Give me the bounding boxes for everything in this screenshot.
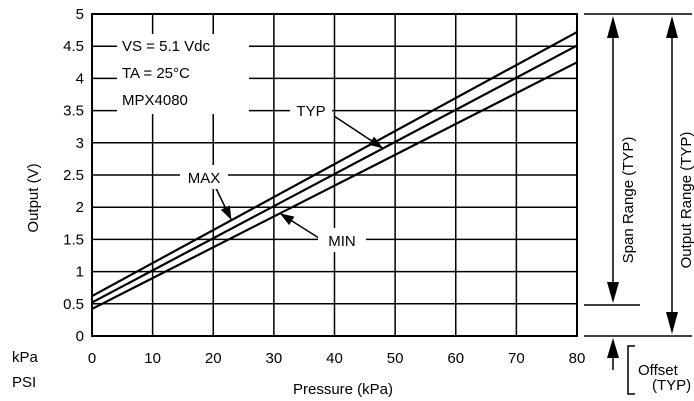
series-label-typ: TYP xyxy=(296,103,325,120)
series-line-min xyxy=(91,61,578,310)
y-axis-label: Output (V) xyxy=(25,163,42,232)
unit-label-kpa: kPa xyxy=(12,349,39,366)
series-lines xyxy=(91,31,578,310)
x-tick-label: 70 xyxy=(508,350,525,367)
unit-label-psi: PSI xyxy=(12,374,36,391)
y-tick-label: 4.5 xyxy=(63,38,84,55)
x-tick-label: 30 xyxy=(266,350,283,367)
max-label-background xyxy=(180,165,228,189)
y-tick-label: 0 xyxy=(76,328,84,345)
min-label-background xyxy=(318,228,366,252)
offset-typ-label: (TYP) xyxy=(652,377,691,394)
info-background xyxy=(117,34,249,114)
y-tick-label: 0.5 xyxy=(63,296,84,313)
range-annotations xyxy=(584,13,692,395)
info-line-model: MPX4080 xyxy=(122,92,188,109)
offset-bracket xyxy=(627,345,635,395)
x-tick-label: 50 xyxy=(387,350,404,367)
output-arrow-down xyxy=(666,312,678,334)
x-tick-label: 80 xyxy=(569,350,586,367)
x-tick-label: 10 xyxy=(144,350,161,367)
y-tick-label: 5 xyxy=(76,6,84,23)
span-arrow-down xyxy=(607,282,619,303)
x-tick-labels: 0 10 20 30 40 50 60 70 80 xyxy=(88,350,586,367)
series-line-max xyxy=(91,31,578,298)
y-tick-label: 3.5 xyxy=(63,103,84,120)
y-tick-label: 1 xyxy=(76,264,84,281)
callout-arrow-typ xyxy=(368,136,383,149)
x-axis-label: Pressure (kPa) xyxy=(293,381,393,398)
span-arrow-up xyxy=(607,16,619,38)
x-tick-label: 20 xyxy=(205,350,222,367)
typ-label-background xyxy=(290,98,332,122)
offset-arrow-up xyxy=(607,338,619,358)
output-range-label: Output Range (TYP) xyxy=(678,132,694,269)
callout-lines xyxy=(211,115,384,241)
series-label-max: MAX xyxy=(188,170,221,187)
callout-arrow-max xyxy=(220,205,232,221)
offset-label: Offset xyxy=(638,362,679,379)
y-tick-label: 3 xyxy=(76,135,84,152)
y-tick-label: 4 xyxy=(76,70,84,87)
x-tick-label: 40 xyxy=(326,350,343,367)
y-tick-label: 2.5 xyxy=(63,167,84,184)
y-tick-label: 1.5 xyxy=(63,231,84,248)
x-tick-label: 60 xyxy=(447,350,464,367)
info-line-vs: VS = 5.1 Vdc xyxy=(122,38,210,55)
callout-arrow-min xyxy=(279,213,295,226)
info-line-ta: TA = 25°C xyxy=(122,65,190,82)
y-tick-labels: 0 0.5 1 1.5 2 2.5 3 3.5 4 4.5 5 xyxy=(63,6,84,345)
span-range-label: Span Range (TYP) xyxy=(620,137,637,264)
plot-frame xyxy=(91,13,578,337)
output-arrow-up xyxy=(666,16,678,38)
series-line-typ xyxy=(91,44,578,304)
y-tick-label: 2 xyxy=(76,199,84,216)
range-arrowheads xyxy=(607,16,678,358)
series-label-min: MIN xyxy=(328,233,356,250)
x-tick-label: 0 xyxy=(88,350,96,367)
